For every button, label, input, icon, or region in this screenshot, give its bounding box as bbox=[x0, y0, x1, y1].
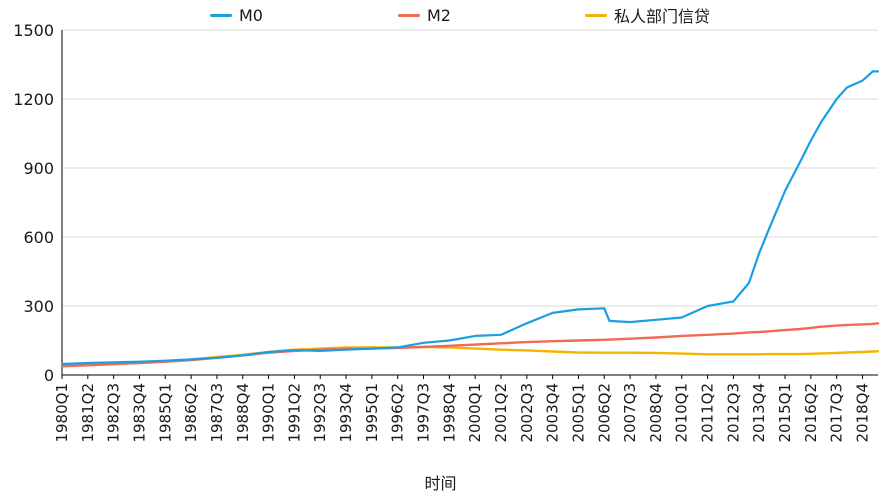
x-tick-label: 1996Q2 bbox=[389, 383, 407, 443]
x-tick-label: 1988Q4 bbox=[234, 383, 252, 443]
x-tick-label: 2001Q2 bbox=[492, 383, 510, 443]
x-tick-label: 1980Q1 bbox=[53, 383, 71, 443]
y-tick-label: 900 bbox=[23, 159, 54, 178]
x-tick-label: 2015Q1 bbox=[776, 383, 794, 443]
x-tick-label: 2017Q3 bbox=[828, 383, 846, 443]
y-tick-label: 300 bbox=[23, 297, 54, 316]
x-axis-title: 时间 bbox=[424, 474, 457, 493]
x-tick-label: 1992Q3 bbox=[311, 383, 329, 443]
x-tick-label: 2003Q4 bbox=[544, 383, 562, 443]
x-tick-label: 1995Q1 bbox=[363, 383, 381, 443]
x-tick-label: 1998Q4 bbox=[440, 383, 458, 443]
x-tick-label: 1983Q4 bbox=[130, 383, 148, 443]
x-tick-label: 1986Q2 bbox=[182, 383, 200, 443]
x-tick-label: 1997Q3 bbox=[415, 383, 433, 443]
x-tick-label: 2008Q4 bbox=[647, 383, 665, 443]
legend: M0 M2 私人部门信贷 bbox=[0, 3, 881, 27]
x-tick-label: 1990Q1 bbox=[260, 383, 278, 443]
x-tick-label: 2013Q4 bbox=[750, 383, 768, 443]
legend-item-private-credit: 私人部门信贷 bbox=[585, 3, 710, 27]
x-tick-label: 2018Q4 bbox=[854, 383, 872, 443]
x-tick-label: 1982Q3 bbox=[105, 383, 123, 443]
legend-swatch-m2 bbox=[398, 13, 420, 17]
y-tick-label: 1500 bbox=[13, 21, 54, 40]
legend-label-private-credit: 私人部门信贷 bbox=[614, 7, 711, 26]
series-line-private-credit bbox=[60, 345, 880, 367]
legend-swatch-private-credit bbox=[585, 13, 607, 17]
x-tick-label: 1987Q3 bbox=[208, 383, 226, 443]
y-tick-labels: 0 300 600 900 1200 1500 bbox=[13, 21, 54, 385]
x-tick-label: 2016Q2 bbox=[802, 383, 820, 443]
x-tick-label: 2006Q2 bbox=[595, 383, 613, 443]
x-tick-label: 1985Q1 bbox=[156, 383, 174, 443]
series-lines bbox=[60, 70, 880, 368]
legend-label-m2: M2 bbox=[427, 5, 451, 25]
x-tick-label: 2010Q1 bbox=[673, 383, 691, 443]
series-line-m0 bbox=[60, 70, 880, 366]
legend-label-m0: M0 bbox=[239, 5, 263, 25]
legend-item-m2: M2 bbox=[398, 3, 451, 27]
x-tick-label: 1993Q4 bbox=[337, 383, 355, 443]
x-tick-label: 2002Q3 bbox=[518, 383, 536, 443]
x-tick-label: 2007Q3 bbox=[621, 383, 639, 443]
x-tick-label: 1981Q2 bbox=[79, 383, 97, 443]
axes bbox=[61, 30, 878, 376]
x-tick-label: 2000Q1 bbox=[466, 383, 484, 443]
x-tick-label: 2005Q1 bbox=[569, 383, 587, 443]
y-tick-label: 600 bbox=[23, 228, 54, 247]
y-tick-label: 0 bbox=[44, 366, 54, 385]
gridlines bbox=[62, 29, 878, 307]
legend-swatch-m0 bbox=[210, 13, 232, 17]
x-tick-label: 1991Q2 bbox=[285, 383, 303, 443]
legend-item-m0: M0 bbox=[210, 3, 263, 27]
x-tick-labels: 1980Q1 1981Q2 1982Q3 1983Q4 1985Q1 1986Q2 1987… bbox=[53, 375, 872, 443]
x-tick-label: 2011Q2 bbox=[699, 383, 717, 443]
y-tick-label: 1200 bbox=[13, 90, 54, 109]
x-tick-label: 2012Q3 bbox=[724, 383, 742, 443]
